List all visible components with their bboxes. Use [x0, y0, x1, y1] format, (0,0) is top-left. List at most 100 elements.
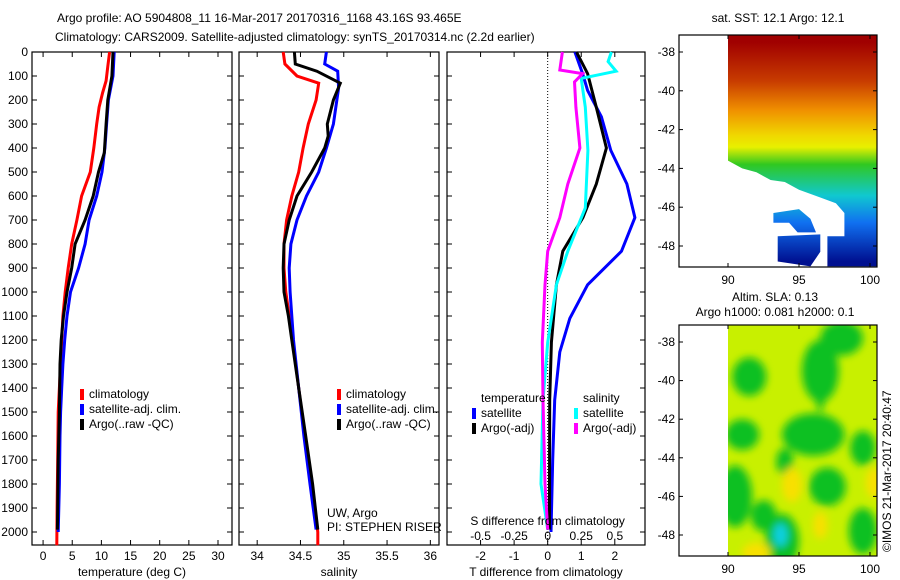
- x-tick-label: 5: [69, 549, 76, 563]
- legend-label: Argo(..raw -QC): [346, 417, 431, 431]
- x-tick-label: 34: [251, 549, 265, 563]
- lat-tick-label: -40: [658, 374, 676, 388]
- sla-blob: [808, 467, 846, 507]
- legend-label: climatology: [346, 387, 406, 401]
- y-tick-label: 1400: [1, 381, 28, 395]
- lon-tick-label: 90: [721, 562, 735, 576]
- legend-label: satellite: [583, 406, 624, 420]
- sst-field: [728, 34, 878, 267]
- legend-marker: [472, 423, 476, 434]
- x-tick-label: 1: [578, 549, 585, 563]
- x-tick-label: -2: [475, 549, 486, 563]
- figure-title-line1: Argo profile: AO 5904808_11 16-Mar-2017 …: [57, 11, 462, 25]
- lat-tick-label: -44: [658, 451, 676, 465]
- legend-label: climatology: [89, 387, 149, 401]
- series-line-temperature-satellite: [549, 51, 637, 533]
- x-tick-label: 35.5: [375, 549, 399, 563]
- profile-panel-2: [446, 51, 646, 546]
- sla-blob: [848, 507, 877, 555]
- legend-label: Argo(-adj): [583, 421, 636, 435]
- series-line-climatology: [281, 51, 321, 546]
- legend-marker: [337, 404, 341, 415]
- x-tick-label: 34.5: [289, 549, 313, 563]
- legend-marker: [337, 419, 341, 430]
- x-axis-label: T difference from climatology: [469, 565, 623, 579]
- lon-tick-label: 95: [792, 562, 806, 576]
- x-tick-label: -1: [509, 549, 520, 563]
- s-x-tick-label: 0.25: [570, 529, 594, 543]
- s-x-tick-label: -0.5: [470, 529, 491, 543]
- sla-blob: [865, 467, 877, 499]
- axes-frame: [31, 51, 233, 546]
- axes-frame: [446, 51, 646, 546]
- figure-title-line2: Climatology: CARS2009. Satellite-adjuste…: [55, 30, 535, 44]
- map-axes-4: [678, 324, 878, 557]
- y-tick-label: 300: [8, 117, 28, 131]
- sla-map-title-line2: Argo h1000: 0.081 h2000: 0.1: [696, 305, 855, 319]
- y-tick-label: 900: [8, 261, 28, 275]
- sla-blob: [801, 340, 839, 402]
- y-tick-label: 2000: [1, 525, 28, 539]
- legend-marker: [574, 408, 578, 419]
- sla-blob: [820, 325, 863, 356]
- sla-field: [728, 325, 877, 556]
- s-x-tick-label: 0.5: [606, 529, 623, 543]
- sla-blob: [728, 419, 760, 451]
- lon-tick-label: 100: [860, 562, 880, 576]
- legend-header-salinity: salinity: [583, 391, 620, 405]
- x-tick-label: 15: [124, 549, 138, 563]
- y-tick-label: 1300: [1, 357, 28, 371]
- lat-tick-label: -38: [658, 335, 676, 349]
- sla-map-title-line1: Altim. SLA: 0.13: [732, 290, 818, 304]
- y-tick-label: 800: [8, 237, 28, 251]
- sla-blob: [750, 500, 777, 532]
- lat-tick-label: -42: [658, 123, 676, 137]
- series-line-salinity-argo-adj-: [540, 51, 586, 530]
- legend-marker: [80, 404, 84, 415]
- x-tick-label: 20: [153, 549, 167, 563]
- lat-tick-label: -40: [658, 84, 676, 98]
- s-axis-label: S difference from climatology: [470, 514, 625, 528]
- lat-tick-label: -42: [658, 412, 676, 426]
- sst-patch: [773, 209, 816, 233]
- x-tick-label: 0: [40, 549, 47, 563]
- lat-tick-label: -38: [658, 45, 676, 59]
- y-tick-label: 1600: [1, 429, 28, 443]
- y-tick-label: 1900: [1, 501, 28, 515]
- sla-blob: [816, 380, 825, 412]
- y-tick-label: 400: [8, 141, 28, 155]
- profile-panel-0: [31, 51, 233, 546]
- profile-panel-1: [238, 51, 440, 546]
- sla-anomalies: [728, 325, 877, 556]
- legend-marker: [337, 389, 341, 400]
- sla-blob: [732, 357, 767, 397]
- axes-frame: [238, 51, 440, 546]
- lat-tick-label: -48: [658, 528, 676, 542]
- y-tick-label: 1100: [2, 309, 28, 323]
- lat-tick-label: -44: [658, 161, 676, 175]
- series-line-argo-raw-qc-: [55, 51, 115, 530]
- s-x-tick-label: -0.25: [500, 529, 528, 543]
- legend-marker: [80, 389, 84, 400]
- lon-tick-label: 95: [792, 273, 806, 287]
- lat-tick-label: -46: [658, 200, 676, 214]
- series-line-argo-raw-qc-: [281, 51, 343, 530]
- x-tick-label: 25: [182, 549, 196, 563]
- y-tick-label: 500: [8, 165, 28, 179]
- series-line-satellite-adj-clim-: [287, 51, 341, 530]
- x-axis-label: salinity: [321, 565, 358, 579]
- pi-line1: UW, Argo: [327, 506, 378, 520]
- legend-label: satellite: [481, 406, 522, 420]
- legend-marker: [472, 408, 476, 419]
- sla-blob: [742, 542, 771, 556]
- lat-tick-label: -46: [658, 489, 676, 503]
- y-tick-label: 200: [8, 93, 28, 107]
- imos-watermark: ©IMOS 21-Mar-2017 20:40:47: [880, 390, 894, 552]
- lon-tick-label: 90: [721, 273, 735, 287]
- x-tick-label: 0: [544, 549, 551, 563]
- y-tick-label: 100: [8, 69, 28, 83]
- x-tick-label: 2: [611, 549, 618, 563]
- x-tick-label: 36: [424, 549, 438, 563]
- legend-header-temperature: temperature: [481, 391, 546, 405]
